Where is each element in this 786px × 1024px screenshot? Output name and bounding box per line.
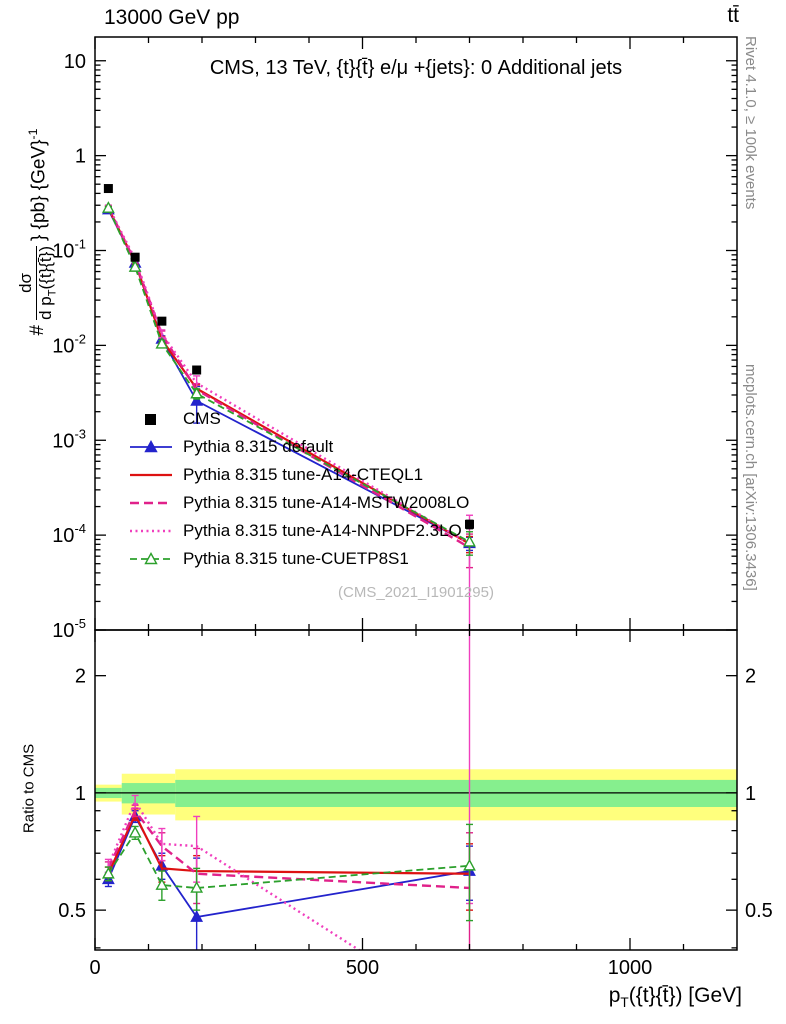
main-series <box>101 184 476 630</box>
cms-square-marker-icon <box>145 413 156 425</box>
y-tick-label: 10-1 <box>52 237 86 263</box>
ratio-tick-label-right: 2 <box>745 666 756 688</box>
legend-item-cuetp8s1: Pythia 8.315 tune-CUETP8S1 <box>128 548 469 569</box>
legend-item-a14-cteql1: Pythia 8.315 tune-A14-CTEQL1 <box>128 464 469 485</box>
a14-cteql1-marker-icon <box>130 473 172 476</box>
cms-data-point <box>103 184 113 194</box>
y-axis-label-denominator: d pT({t}{t̄}) <box>35 246 58 320</box>
pythia-default-marker-icon <box>130 439 172 452</box>
y-axis-label-units: } {pb} {GeV}-1 <box>25 128 50 241</box>
y-tick-label: 10-3 <box>52 426 86 452</box>
ratio-axis-label: Ratio to CMS <box>20 743 38 834</box>
ratio-tick-label-right: 0.5 <box>745 900 773 922</box>
legend-label-a14-mstw2008lo: Pythia 8.315 tune-A14-MSTW2008LO <box>183 492 470 512</box>
beam-energy-label: 13000 GeV pp <box>104 6 240 29</box>
a14-nnpdf23lo-marker-icon <box>130 529 172 532</box>
y-tick-label: 10-4 <box>52 521 86 547</box>
cms-data-point <box>130 252 140 262</box>
y-axis-label: # dσ d pT({t}{t̄}) } {pb} {GeV}-1 <box>16 82 60 382</box>
y-tick-label: 10 <box>64 51 86 73</box>
cms-data-point <box>157 316 167 326</box>
ratio-tick-label-left: 1 <box>75 783 86 805</box>
y-tick-label: 10-2 <box>52 331 86 357</box>
legend: CMS Pythia 8.315 default Pythia 8.315 tu… <box>128 408 469 569</box>
y-tick-label: 10-5 <box>52 616 86 642</box>
ratio-tick-label-right: 1 <box>745 783 756 805</box>
cms-data-point <box>192 365 202 375</box>
analysis-id-watermark: (CMS_2021_I1901295) <box>338 584 494 601</box>
x-tick-label: 0 <box>89 957 100 979</box>
rivet-version-label: Rivet 4.1.0, ≥ 100k events <box>742 36 759 210</box>
cms-data-point <box>465 519 474 529</box>
legend-label-cms: CMS <box>183 408 221 428</box>
x-tick-label: 500 <box>346 957 379 979</box>
legend-item-pythia-default: Pythia 8.315 default <box>128 436 469 457</box>
y-axis-label-fraction: dσ d pT({t}{t̄}) <box>16 246 59 320</box>
legend-label-a14-nnpdf23lo: Pythia 8.315 tune-A14-NNPDF2.3LO <box>183 520 462 540</box>
cuetp8s1-marker-icon <box>130 551 172 564</box>
legend-label-pythia-default: Pythia 8.315 default <box>183 436 334 456</box>
legend-item-a14-nnpdf23lo: Pythia 8.315 tune-A14-NNPDF2.3LO <box>128 520 469 541</box>
a14-mstw2008lo-marker-icon <box>130 501 172 504</box>
y-axis-label-numerator: dσ <box>16 246 37 320</box>
legend-label-a14-cteql1: Pythia 8.315 tune-A14-CTEQL1 <box>183 464 424 484</box>
x-axis-label: pT({t}{t̄}) [GeV] <box>608 984 742 1011</box>
ratio-tick-label-left: 2 <box>75 666 86 688</box>
y-tick-label: 1 <box>75 146 86 168</box>
plot-title: CMS, 13 TeV, {t}{t̄} e/μ +{jets}: 0 Addi… <box>209 57 623 79</box>
y-axis-label-prefix: # <box>27 324 48 336</box>
mcplots-citation-label: mcplots.cern.ch [arXiv:1306.3436] <box>742 364 759 591</box>
legend-item-a14-mstw2008lo: Pythia 8.315 tune-A14-MSTW2008LO <box>128 492 469 513</box>
legend-item-cms: CMS <box>128 408 469 429</box>
process-label: tt̄ <box>727 4 739 27</box>
ratio-uncertainty-bands <box>95 769 737 821</box>
ratio-tick-label-left: 0.5 <box>58 900 86 922</box>
x-tick-label: 1000 <box>608 957 653 979</box>
legend-label-cuetp8s1: Pythia 8.315 tune-CUETP8S1 <box>183 548 409 568</box>
ratio-series <box>101 630 476 950</box>
